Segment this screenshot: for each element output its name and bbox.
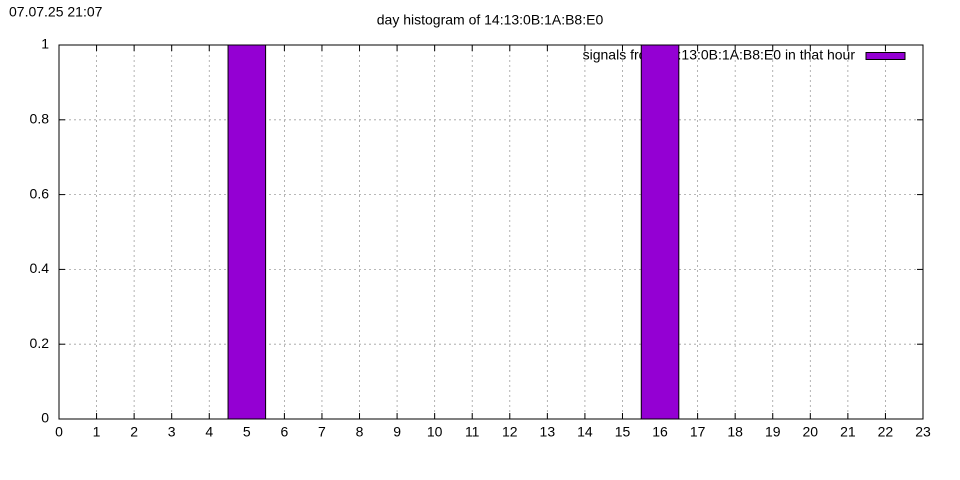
x-tick-label: 20 xyxy=(803,424,819,440)
bar xyxy=(640,45,680,419)
plot-area xyxy=(227,45,680,419)
y-tick-label: 0.4 xyxy=(30,260,50,276)
x-tick-label: 12 xyxy=(502,424,518,440)
y-tick-label: 0 xyxy=(41,410,49,426)
y-tick-label: 1 xyxy=(41,36,49,52)
x-tick-label: 1 xyxy=(93,424,101,440)
chart-title: day histogram of 14:13:0B:1A:B8:E0 xyxy=(377,12,604,28)
x-tick-label: 6 xyxy=(280,424,288,440)
x-tick-label: 16 xyxy=(652,424,668,440)
bar xyxy=(227,45,267,419)
plot-border xyxy=(58,44,924,420)
x-tick-label: 13 xyxy=(540,424,556,440)
x-tick-label: 17 xyxy=(690,424,706,440)
x-tick-label: 15 xyxy=(615,424,631,440)
y-tick-label: 0.8 xyxy=(30,111,50,127)
x-tick-label: 21 xyxy=(840,424,856,440)
x-tick-label: 5 xyxy=(243,424,251,440)
x-tick-label: 9 xyxy=(393,424,401,440)
legend-label: signals from 14:13:0B:1A:B8:E0 in that h… xyxy=(583,47,856,63)
x-tick-label: 18 xyxy=(727,424,743,440)
x-tick-label: 10 xyxy=(427,424,443,440)
legend-swatch xyxy=(865,52,906,60)
x-tick-label: 22 xyxy=(878,424,894,440)
y-tick-label: 0.6 xyxy=(30,185,50,201)
x-tick-label: 7 xyxy=(318,424,326,440)
x-tick-label: 8 xyxy=(356,424,364,440)
timestamp: 07.07.25 21:07 xyxy=(9,4,103,20)
x-tick-label: 14 xyxy=(577,424,593,440)
x-tick-label: 11 xyxy=(465,424,480,440)
x-tick-label: 23 xyxy=(915,424,931,440)
x-tick-label: 3 xyxy=(168,424,176,440)
x-tick-label: 4 xyxy=(205,424,213,440)
x-tick-label: 0 xyxy=(55,424,63,440)
y-tick-label: 0.2 xyxy=(30,335,50,351)
x-tick-label: 2 xyxy=(130,424,138,440)
x-tick-label: 19 xyxy=(765,424,781,440)
